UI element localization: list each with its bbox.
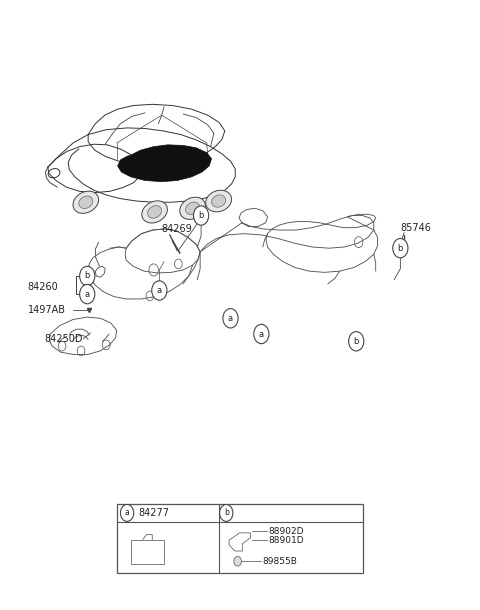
Text: b: b — [84, 271, 90, 281]
Text: a: a — [228, 314, 233, 323]
Polygon shape — [118, 145, 212, 182]
Circle shape — [219, 504, 233, 522]
Ellipse shape — [180, 197, 205, 220]
Circle shape — [80, 284, 95, 304]
Text: 89855B: 89855B — [262, 557, 297, 566]
Circle shape — [223, 309, 238, 328]
Ellipse shape — [148, 206, 162, 218]
Text: b: b — [354, 337, 359, 346]
Ellipse shape — [73, 191, 98, 214]
Text: 88902D: 88902D — [268, 526, 303, 536]
Ellipse shape — [186, 202, 200, 215]
Circle shape — [348, 332, 364, 351]
Text: b: b — [224, 508, 228, 517]
Text: a: a — [84, 290, 90, 299]
Text: a: a — [259, 329, 264, 339]
Circle shape — [234, 556, 241, 566]
Text: a: a — [125, 508, 130, 517]
Circle shape — [193, 206, 209, 225]
Circle shape — [152, 281, 167, 300]
Circle shape — [120, 504, 134, 522]
Text: 1497AB: 1497AB — [28, 305, 66, 315]
Circle shape — [393, 239, 408, 258]
Text: 88901D: 88901D — [268, 536, 304, 545]
Text: a: a — [157, 286, 162, 295]
Text: 84277: 84277 — [138, 508, 169, 518]
Circle shape — [80, 267, 95, 285]
Ellipse shape — [212, 195, 226, 207]
Circle shape — [399, 240, 403, 245]
Circle shape — [254, 325, 269, 343]
Text: 84269: 84269 — [162, 224, 192, 234]
Text: b: b — [397, 243, 403, 253]
Text: 84260: 84260 — [27, 282, 58, 292]
Circle shape — [402, 244, 406, 249]
Text: 84250D: 84250D — [45, 334, 83, 344]
Ellipse shape — [206, 190, 231, 212]
Ellipse shape — [142, 201, 168, 223]
Text: 85746: 85746 — [400, 223, 431, 232]
Ellipse shape — [79, 196, 93, 209]
Text: b: b — [198, 211, 204, 220]
